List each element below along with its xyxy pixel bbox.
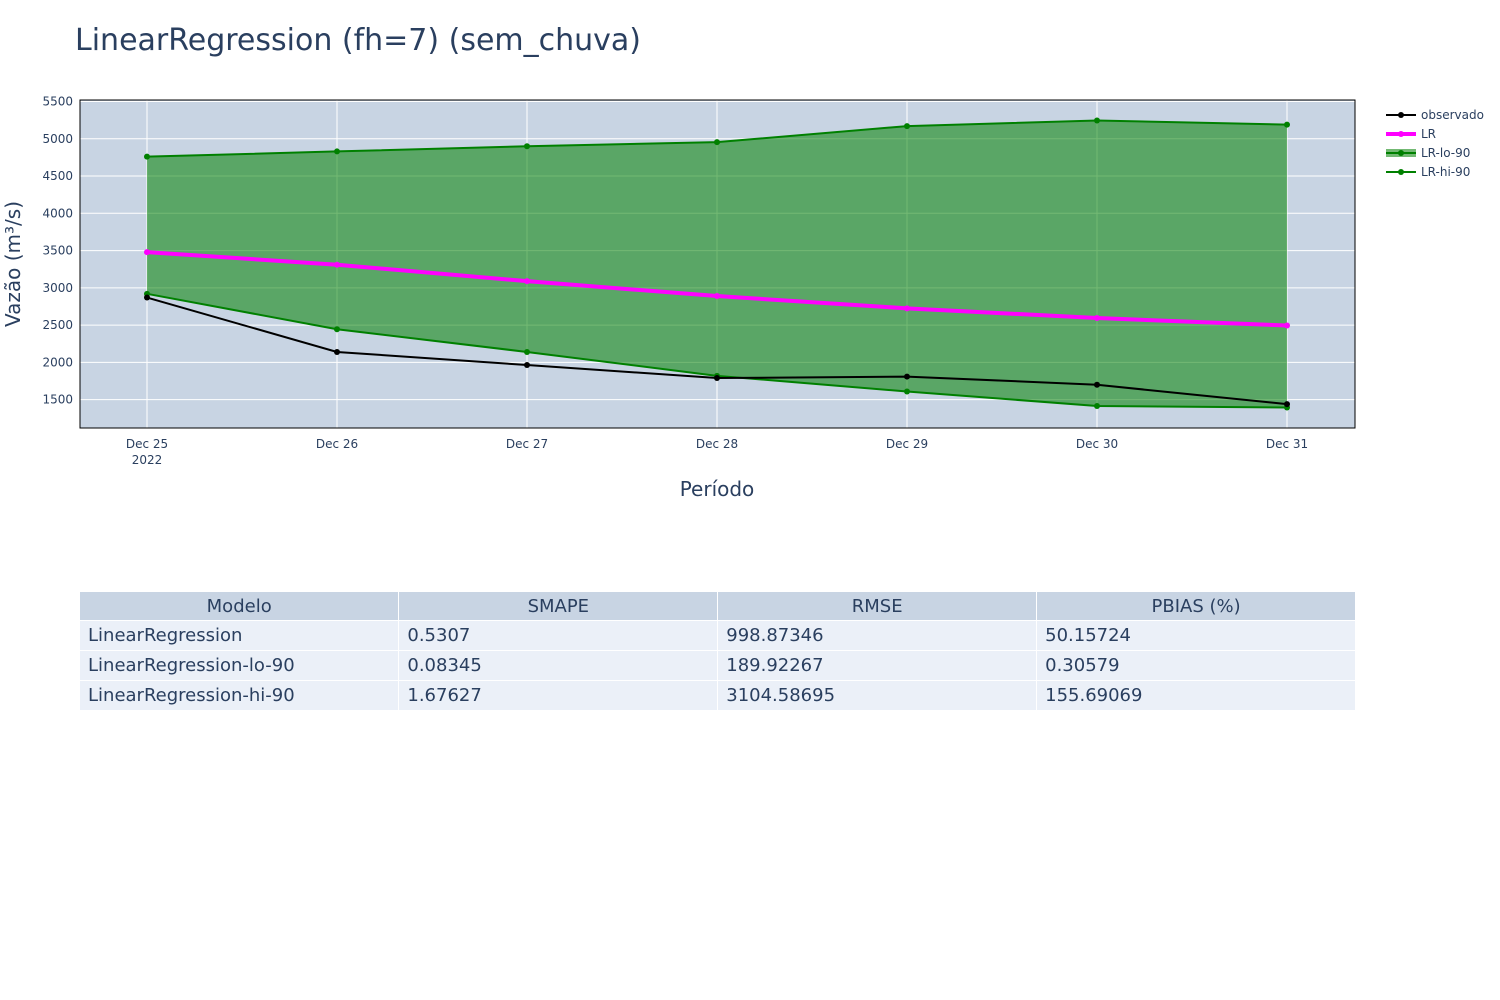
data-point-lr-lo-90 [1094, 403, 1100, 410]
header-modelo: Modelo [80, 592, 400, 621]
table-cell: 50.15724 [1036, 620, 1356, 651]
header-rmse: RMSE [717, 592, 1038, 621]
x-tick-label: Dec 30 [1076, 437, 1118, 451]
x-tick-label: Dec 28 [696, 437, 738, 451]
y-tick-label: 3500 [42, 244, 73, 258]
table-cell: LinearRegression-hi-90 [80, 680, 400, 711]
header-smape: SMAPE [398, 592, 719, 621]
plot-border [79, 99, 1356, 429]
data-point-lr [1094, 315, 1100, 322]
table-row: LinearRegression-lo-90 0.08345 189.92267… [80, 650, 1356, 681]
data-point-lr [904, 305, 910, 312]
table-cell: LinearRegression-lo-90 [80, 650, 400, 681]
data-point-lr [334, 261, 340, 268]
chart-title: LinearRegression (fh=7) (sem_chuva) [75, 23, 641, 58]
data-point-lr-hi-90 [1094, 117, 1100, 124]
legend-item-lr-lo-90[interactable]: LR-lo-90 [1386, 146, 1470, 160]
table-cell: 155.69069 [1036, 680, 1356, 711]
data-point-lr [144, 249, 150, 256]
data-point-observado [524, 362, 530, 369]
table-row: LinearRegression 0.5307 998.87346 50.157… [80, 620, 1356, 651]
y-tick-label: 2000 [42, 355, 73, 369]
x-tick-label: Dec 27 [506, 437, 548, 451]
y-tick-label: 5500 [42, 94, 73, 108]
legend-swatch-marker [1398, 150, 1404, 156]
table-cell: LinearRegression [80, 620, 400, 651]
metrics-table: Modelo SMAPE RMSE PBIAS (%) LinearRegres… [80, 592, 1356, 711]
table-cell: 1.67627 [398, 680, 719, 711]
band-area [147, 120, 1287, 408]
header-pbias: PBIAS (%) [1036, 592, 1356, 621]
data-point-lr-hi-90 [334, 148, 340, 155]
legend-swatch-marker [1398, 112, 1404, 118]
x-axis-title: Período [680, 477, 755, 501]
legend-label: observado [1421, 108, 1484, 122]
data-point-lr [524, 278, 530, 285]
data-point-observado [1284, 401, 1290, 408]
legend-swatch-marker [1398, 131, 1404, 137]
y-axis-ticks: 1500 2000 2500 3000 3500 4000 4500 5000 5500 [42, 94, 73, 406]
legend-label: LR-lo-90 [1421, 146, 1470, 160]
y-tick-label: 4000 [42, 206, 73, 220]
legend-item-lr[interactable]: LR [1386, 127, 1436, 141]
x-tick-label: Dec 29 [886, 437, 928, 451]
legend-item-lr-hi-90[interactable]: LR-hi-90 [1386, 165, 1470, 179]
legend-swatch-marker [1398, 169, 1404, 175]
table-cell: 0.5307 [398, 620, 719, 651]
data-point-lr-lo-90 [334, 326, 340, 333]
data-point-lr-hi-90 [1284, 121, 1290, 128]
data-point-lr [714, 293, 720, 300]
forecast-chart: LinearRegression (fh=7) (sem_chuva) 1500… [1, 23, 1484, 501]
x-axis-ticks: Dec 25 Dec 26 Dec 27 Dec 28 Dec 29 Dec 30 Dec … [126, 437, 1308, 467]
series-lines [144, 117, 1290, 411]
data-point-lr-lo-90 [524, 348, 530, 355]
confidence-band [147, 120, 1287, 408]
legend: observado LR LR-lo-90 LR-hi-90 [1386, 108, 1484, 179]
y-tick-label: 1500 [42, 393, 73, 407]
y-tick-label: 3000 [42, 281, 73, 295]
data-point-observado [1094, 381, 1100, 388]
data-point-lr [1284, 322, 1290, 329]
data-point-lr-lo-90 [904, 388, 910, 395]
data-point-observado [904, 373, 910, 380]
x-tick-label: Dec 26 [316, 437, 358, 451]
x-tick-year-label: 2022 [132, 453, 163, 467]
y-tick-label: 4500 [42, 169, 73, 183]
data-point-observado [144, 294, 150, 301]
y-axis-title: Vazão (m³/s) [1, 201, 25, 327]
table-row: LinearRegression-hi-90 1.67627 3104.5869… [80, 680, 1356, 711]
y-tick-label: 5000 [42, 132, 73, 146]
table-cell: 998.87346 [717, 620, 1038, 651]
data-point-observado [334, 348, 340, 355]
legend-item-observado[interactable]: observado [1386, 108, 1484, 122]
table-cell: 3104.58695 [717, 680, 1038, 711]
table-cell: 0.30579 [1036, 650, 1356, 681]
table-cell: 189.92267 [717, 650, 1038, 681]
data-point-lr-hi-90 [714, 139, 720, 146]
data-point-lr-hi-90 [144, 153, 150, 160]
data-point-observado [714, 375, 720, 382]
y-tick-label: 2500 [42, 318, 73, 332]
x-tick-label: Dec 25 [126, 437, 168, 451]
data-point-lr-hi-90 [904, 123, 910, 130]
legend-label: LR [1421, 127, 1436, 141]
legend-label: LR-hi-90 [1421, 165, 1470, 179]
x-tick-label: Dec 31 [1266, 437, 1308, 451]
data-point-lr-hi-90 [524, 143, 530, 150]
table-cell: 0.08345 [398, 650, 719, 681]
table-header-row: Modelo SMAPE RMSE PBIAS (%) [80, 592, 1356, 621]
